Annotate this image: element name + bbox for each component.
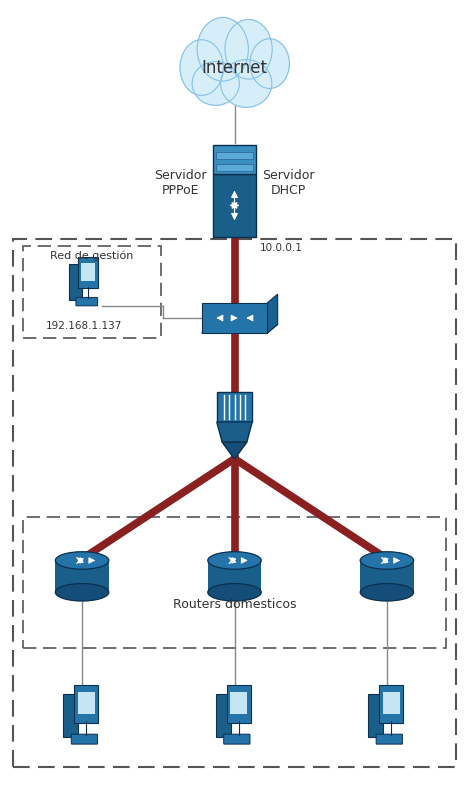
Text: Routers domesticos: Routers domesticos <box>173 598 296 611</box>
Text: Servidor
DHCP: Servidor DHCP <box>262 169 315 197</box>
Ellipse shape <box>55 584 109 601</box>
FancyBboxPatch shape <box>224 735 250 744</box>
Text: Internet: Internet <box>202 59 267 76</box>
FancyBboxPatch shape <box>55 560 109 592</box>
FancyBboxPatch shape <box>216 164 253 171</box>
FancyBboxPatch shape <box>71 735 98 744</box>
FancyBboxPatch shape <box>360 560 414 592</box>
Ellipse shape <box>220 60 272 107</box>
Ellipse shape <box>180 40 223 95</box>
FancyBboxPatch shape <box>78 257 98 289</box>
FancyBboxPatch shape <box>78 692 95 714</box>
Ellipse shape <box>225 19 272 80</box>
Ellipse shape <box>192 62 239 106</box>
Ellipse shape <box>208 552 261 569</box>
FancyBboxPatch shape <box>230 692 247 714</box>
FancyBboxPatch shape <box>383 692 400 714</box>
FancyBboxPatch shape <box>217 391 252 422</box>
Ellipse shape <box>360 584 414 601</box>
Text: Servidor
PPPoE: Servidor PPPoE <box>154 169 207 197</box>
FancyBboxPatch shape <box>69 264 82 301</box>
FancyBboxPatch shape <box>76 297 98 306</box>
FancyBboxPatch shape <box>376 735 402 744</box>
Ellipse shape <box>208 584 261 601</box>
Ellipse shape <box>197 17 249 81</box>
FancyBboxPatch shape <box>213 174 256 237</box>
FancyBboxPatch shape <box>368 694 383 737</box>
Ellipse shape <box>360 552 414 569</box>
FancyBboxPatch shape <box>81 262 95 281</box>
FancyBboxPatch shape <box>213 145 256 174</box>
Ellipse shape <box>250 39 289 88</box>
Polygon shape <box>222 442 247 459</box>
Text: 10.0.0.1: 10.0.0.1 <box>260 243 303 253</box>
Polygon shape <box>202 303 267 333</box>
Polygon shape <box>202 324 278 333</box>
FancyBboxPatch shape <box>216 152 253 159</box>
FancyBboxPatch shape <box>63 694 78 737</box>
FancyBboxPatch shape <box>379 685 403 723</box>
FancyBboxPatch shape <box>216 694 231 737</box>
Polygon shape <box>217 422 252 442</box>
Polygon shape <box>267 294 278 333</box>
FancyBboxPatch shape <box>208 560 261 592</box>
Ellipse shape <box>55 552 109 569</box>
Text: Red de gestión: Red de gestión <box>50 250 133 262</box>
Text: 192.168.1.137: 192.168.1.137 <box>46 321 122 331</box>
FancyBboxPatch shape <box>227 685 250 723</box>
FancyBboxPatch shape <box>75 685 98 723</box>
